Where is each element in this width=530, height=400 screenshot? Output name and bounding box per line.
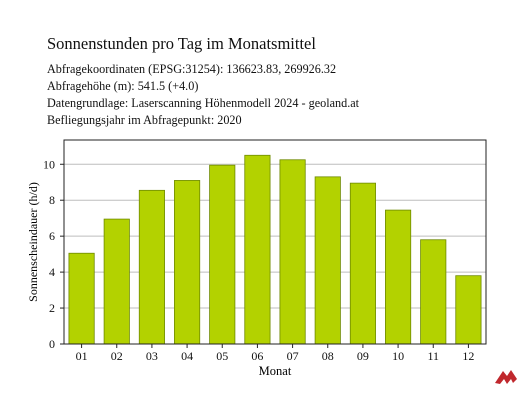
flight-year: Befliegungsjahr im Abfragepunkt: 2020 [47,113,242,127]
plot-frame [63,139,487,345]
x-tick-label: 03 [146,349,158,363]
bar-10 [385,209,412,345]
bar-03 [138,189,165,345]
x-tick-label: 09 [357,349,369,363]
y-tick-label: 0 [49,337,55,351]
y-axis-label: Sonnenscheindauer (h/d) [26,182,40,302]
bar-02 [103,218,130,345]
bar-01 [68,252,95,345]
x-tick-label: 02 [111,349,123,363]
bar-12 [455,275,482,345]
y-tick-label: 8 [49,193,55,207]
y-tick-label: 6 [49,229,55,243]
bar-07 [279,159,306,345]
x-tick-label: 05 [216,349,228,363]
x-tick-label: 08 [322,349,334,363]
query-elevation: Abfragehöhe (m): 541.5 (+4.0) [47,79,199,93]
x-tick-label: 04 [181,349,193,363]
y-tick-label: 2 [49,301,55,315]
bar-05 [209,164,236,345]
x-axis-label: Monat [259,364,292,378]
company-logo-icon [495,370,517,384]
bar-06 [244,154,271,345]
y-tick-label: 10 [43,157,55,171]
bars [68,154,482,345]
bar-04 [174,180,201,345]
chart-title: Sonnenstunden pro Tag im Monatsmittel [47,34,316,53]
x-tick-label: 07 [287,349,299,363]
query-coordinates: Abfragekoordinaten (EPSG:31254): 136623.… [47,62,337,76]
x-tick-label: 12 [462,349,474,363]
data-source: Datengrundlage: Laserscanning Höhenmodel… [47,96,360,110]
bar-08 [314,176,341,345]
x-tick-label: 11 [427,349,439,363]
x-tick-label: 01 [76,349,88,363]
x-tick-label: 06 [251,349,263,363]
bar-09 [349,182,376,345]
bar-11 [420,239,447,345]
query-info: Abfragekoordinaten (EPSG:31254): 136623.… [47,61,359,129]
grid-lines [64,163,486,309]
x-tick-label: 10 [392,349,404,363]
y-tick-label: 4 [49,265,55,279]
